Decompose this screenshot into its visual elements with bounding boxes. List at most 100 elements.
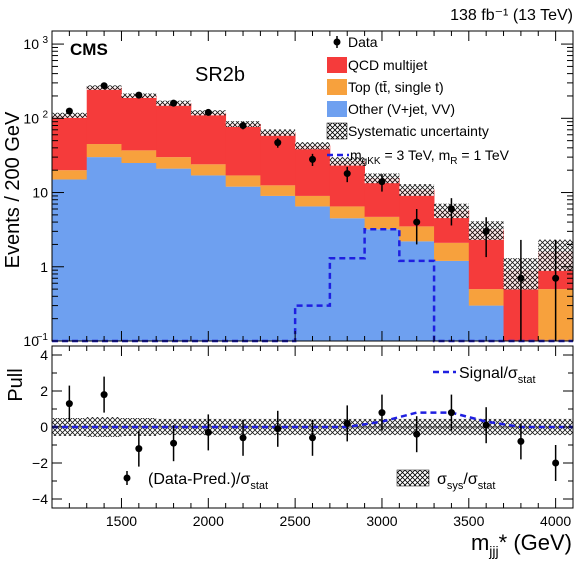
stack-bar: [86, 87, 122, 145]
legend-label-top: Top (tt̄, single t): [348, 79, 444, 95]
stack-bar: [190, 112, 227, 165]
region-label: SR2b: [195, 64, 245, 86]
pull-point: [274, 425, 282, 433]
pull-y-tick-label: 4: [40, 347, 48, 363]
pull-legend-sys-label: σsys/σstat: [437, 471, 495, 492]
syst-band: [52, 112, 87, 118]
pull-point: [135, 445, 143, 453]
stack-bar: [86, 144, 122, 158]
stack-bar: [260, 195, 296, 341]
legend-item-qcd: QCD multijet: [327, 57, 427, 73]
data-point: [204, 108, 212, 116]
data-point: [65, 107, 73, 115]
pull-legend-sys: σsys/σstat: [396, 469, 495, 492]
stack-bar: [260, 185, 296, 196]
stack-bar: [364, 216, 400, 230]
stack-bar: [225, 186, 261, 341]
pull-point: [204, 428, 212, 436]
stack-bar: [295, 145, 331, 196]
x-tick-label: 4000: [540, 513, 571, 529]
x-tick-label: 1500: [106, 513, 137, 529]
pull-legend-signal: Signal/σstat: [433, 365, 536, 386]
x-axis: 1500 2000 2500 3000 3500 4000: [68, 346, 571, 529]
legend-label-qcd: QCD multijet: [348, 57, 427, 73]
data-point: [135, 91, 143, 99]
pull-point: [482, 421, 490, 429]
data-point: [274, 139, 282, 147]
main-plot-area: [52, 82, 574, 343]
pull-point: [517, 437, 525, 445]
y-tick-label: 10: [23, 36, 39, 52]
y-tick-label: 1: [40, 259, 48, 275]
stack-bar: [434, 242, 470, 261]
pull-point: [552, 459, 560, 467]
legend-label-data: Data: [348, 34, 378, 50]
data-point: [239, 121, 247, 129]
pull-y-tick-label: −4: [32, 491, 48, 507]
stack-bar: [156, 168, 192, 341]
stack-bar: [225, 123, 261, 176]
stack-bar: [468, 305, 504, 341]
data-point: [170, 99, 178, 107]
stack-bar: [121, 95, 157, 151]
pull-legend-signal-label: Signal/σstat: [459, 365, 536, 386]
pull-y-tick-label: 2: [40, 383, 48, 399]
pull-y-axis: −4 −2 0 2 4: [32, 347, 573, 507]
legend-item-data: Data: [333, 34, 378, 50]
pull-point: [447, 409, 455, 417]
y-axis-title: Events / 200 GeV: [2, 111, 24, 268]
pull-point: [378, 409, 386, 417]
syst-band: [295, 142, 330, 150]
y-tick-exponent: −1: [37, 332, 49, 343]
stack-bar: [156, 103, 192, 158]
data-point: [100, 82, 108, 90]
syst-band: [260, 129, 296, 136]
experiment-label: CMS: [70, 40, 108, 59]
stack-bar: [295, 195, 331, 207]
syst-band: [329, 157, 365, 166]
legend-label-signal: mgKK = 3 TeV, mR = 1 TeV: [350, 147, 510, 167]
pull-point: [100, 391, 108, 399]
y-tick-label: 10: [32, 185, 48, 201]
stack-bar: [329, 206, 365, 219]
data-point: [343, 170, 351, 178]
legend: Data QCD multijet Top (tt̄, single t) Ot…: [326, 34, 510, 167]
pull-point: [309, 434, 316, 442]
pull-legend-data: (Data-Pred.)/σstat: [123, 471, 268, 492]
legend-item-other: Other (V+jet, VV): [327, 101, 455, 117]
pull-legend-data-label: (Data-Pred.)/σstat: [148, 471, 268, 492]
x-tick-label: 3000: [366, 513, 397, 529]
stack-bar: [295, 206, 331, 341]
stack-bar: [329, 218, 365, 341]
lumi-label: 138 fb⁻¹ (13 TeV): [450, 7, 573, 24]
pull-point: [343, 419, 351, 427]
legend-label-systematic: Systematic uncertainty: [348, 123, 489, 139]
x-axis-title: mjjj* (GeV): [471, 530, 572, 559]
stack-bar: [121, 162, 157, 341]
stack-bar: [86, 157, 122, 341]
pull-y-tick-label: 0: [40, 419, 48, 435]
y-tick-exponent: 2: [42, 109, 48, 120]
y-tick-exponent: 3: [42, 35, 48, 46]
data-point: [378, 178, 386, 186]
pull-y-tick-label: −2: [32, 455, 48, 471]
x-tick-label: 2000: [193, 513, 224, 529]
stack-bar: [121, 150, 157, 163]
stack-bar: [434, 260, 470, 341]
stack-bar: [190, 175, 227, 341]
pull-y-axis-title: Pull: [5, 368, 27, 401]
x-tick-label: 3500: [453, 513, 484, 529]
legend-item-top: Top (tt̄, single t): [327, 79, 444, 95]
legend-item-systematic: Systematic uncertainty: [326, 122, 489, 140]
pull-plot-area: [52, 376, 573, 481]
data-point: [413, 218, 421, 226]
pull-point: [413, 430, 421, 438]
x-tick-label: 2500: [280, 513, 311, 529]
pull-point: [65, 400, 73, 408]
syst-band: [399, 184, 435, 196]
stack-bar: [468, 289, 504, 306]
stack-bar: [156, 157, 192, 169]
y-tick-label: 10: [23, 110, 39, 126]
stack-bar: [190, 164, 227, 176]
